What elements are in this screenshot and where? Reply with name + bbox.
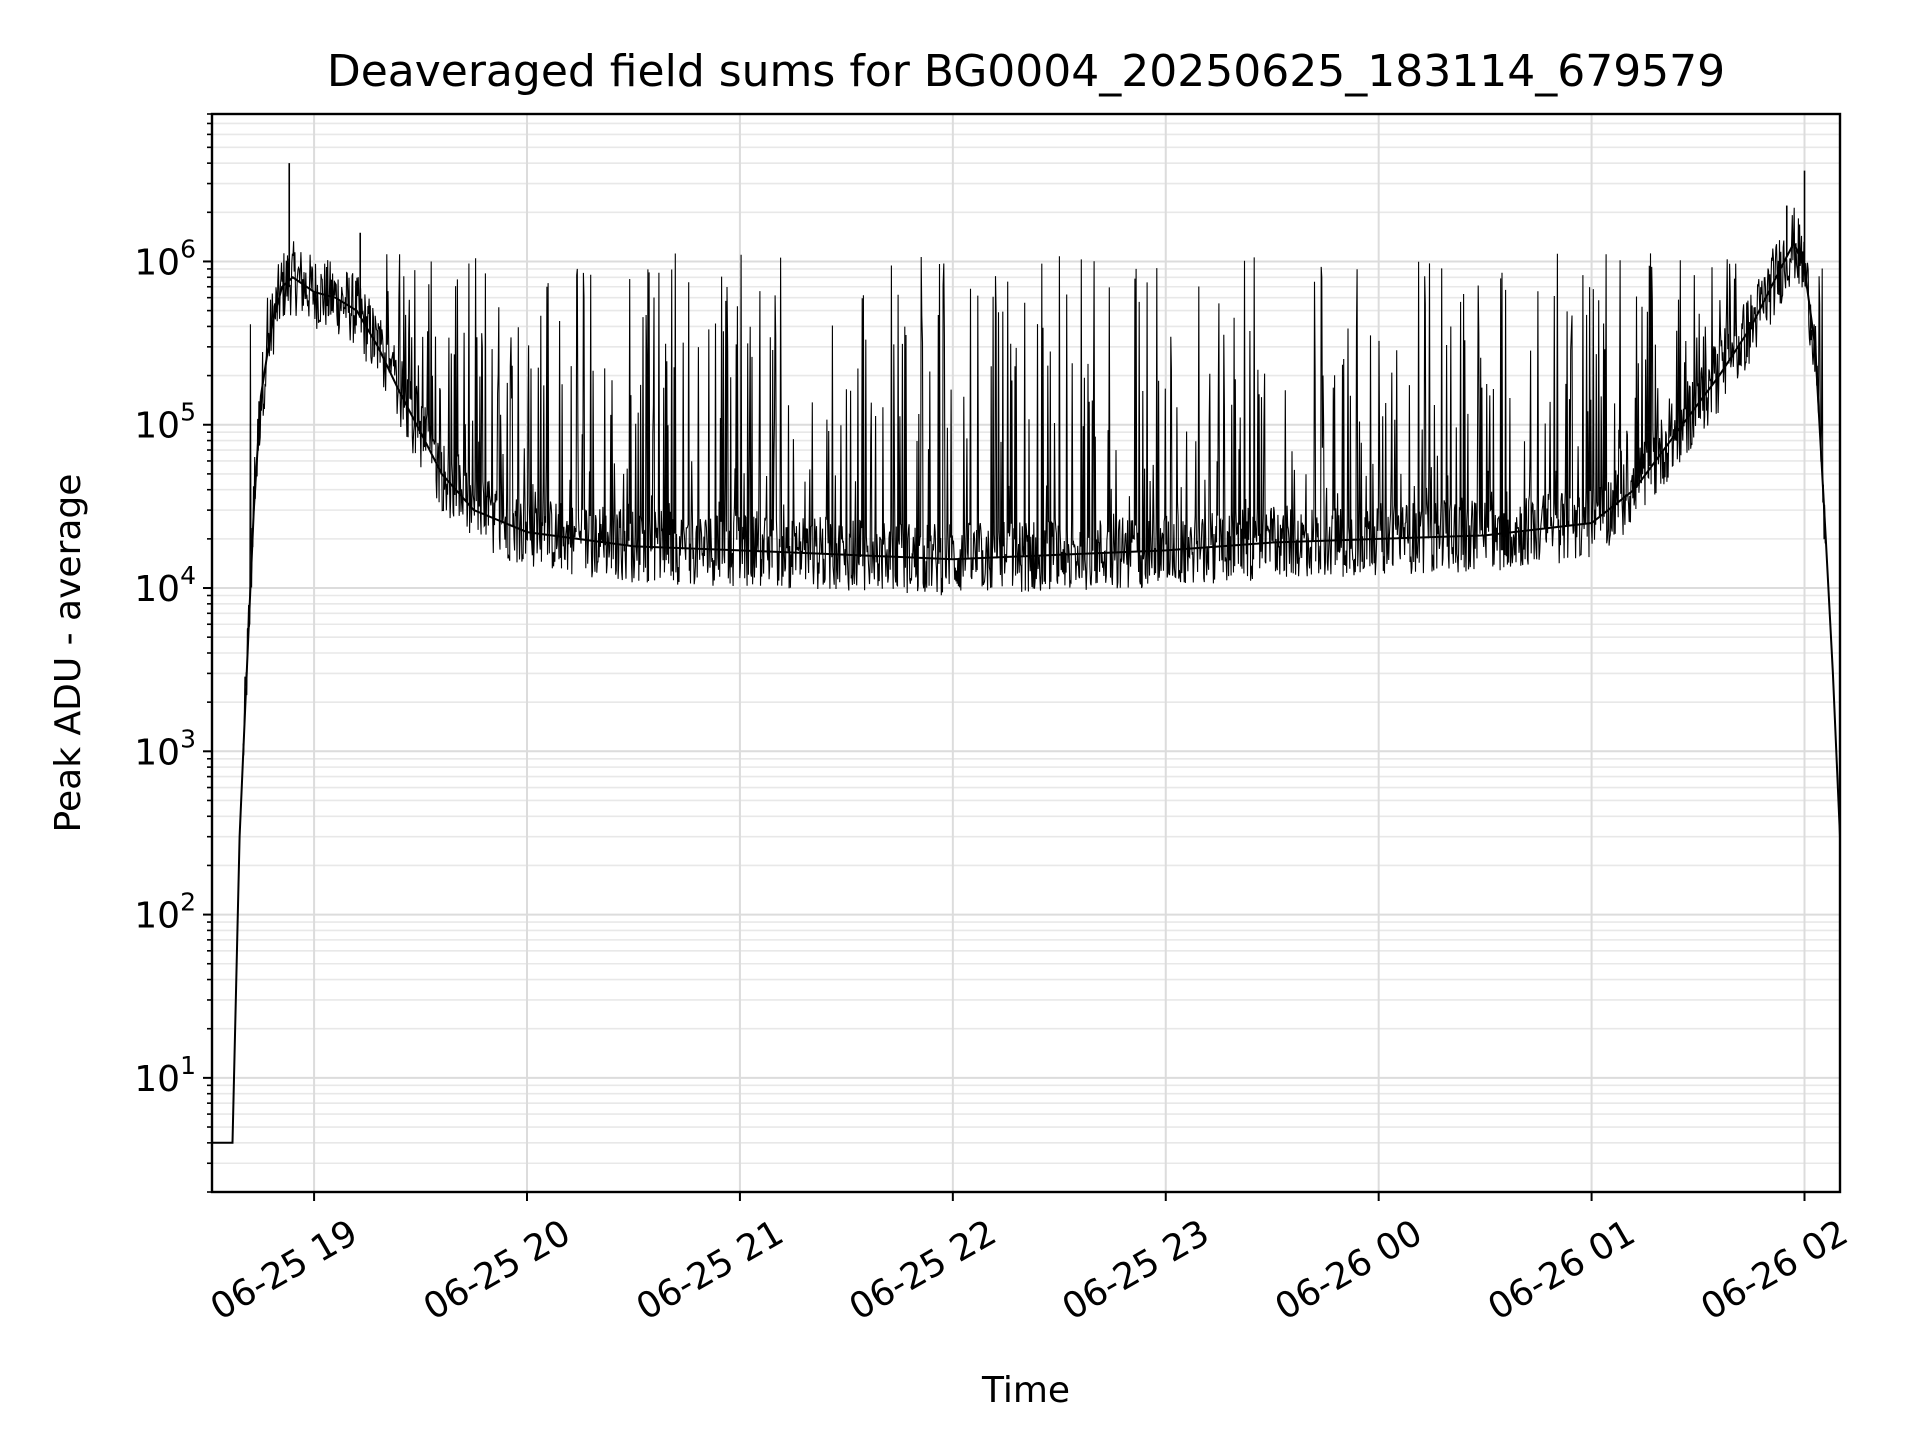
y-axis-ticks: 101 102 103 104 105 106 (134, 113, 212, 1193)
y-tick-label: 105 (134, 398, 196, 447)
y-axis-label: Peak ADU - average (48, 474, 89, 833)
series-noise-trace (242, 207, 1827, 756)
series-layer (211, 163, 1841, 1144)
y-tick-label: 101 (134, 1051, 196, 1100)
x-axis-label: Time (981, 1370, 1070, 1411)
y-tick-label: 102 (134, 888, 196, 937)
chart-title: Deaveraged field sums for BG0004_2025062… (327, 46, 1725, 97)
y-tick-label: 104 (134, 561, 196, 610)
y-tick-label: 103 (134, 724, 196, 773)
y-tick-label: 106 (134, 234, 196, 283)
grid-layer (212, 113, 1840, 1193)
